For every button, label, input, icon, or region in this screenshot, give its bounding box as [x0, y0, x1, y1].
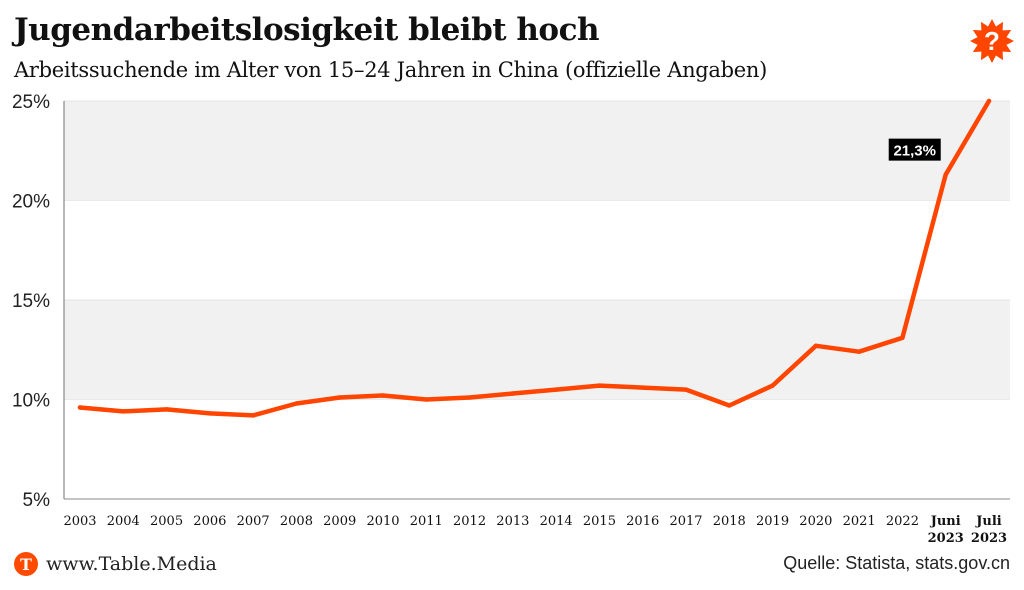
grid-band: [64, 101, 1010, 201]
data-point: [986, 98, 992, 104]
x-tick-label: 2009: [323, 514, 356, 529]
source-note: Quelle: Statista, stats.gov.cn: [783, 553, 1010, 573]
brand: T www.Table.Media: [14, 552, 217, 576]
x-tick-label: 2011: [410, 514, 443, 529]
x-tick-label: 2007: [237, 514, 270, 529]
x-tick-label: 2019: [756, 514, 789, 529]
x-tick-label: 2003: [63, 514, 96, 529]
data-point: [250, 413, 256, 418]
data-point: [683, 387, 689, 392]
data-point: [207, 411, 213, 416]
x-tick-label: 2017: [669, 514, 702, 529]
starburst-shape: [970, 19, 1014, 63]
x-tick-label: 2015: [583, 514, 616, 529]
x-tick-label: 2008: [280, 514, 313, 529]
series-group: [77, 98, 992, 418]
y-tick-label: 5%: [23, 490, 51, 511]
data-point: [770, 383, 775, 388]
x-tick-label-year: 2023: [971, 531, 1007, 546]
x-tick-label: 2021: [843, 514, 876, 529]
data-point: [856, 349, 862, 354]
chart-subtitle: Arbeitssuchende im Alter von 15–24 Jahre…: [14, 58, 768, 82]
brand-url[interactable]: www.Table.Media: [46, 553, 217, 575]
data-point: [77, 405, 83, 410]
x-tick-label: 2005: [150, 514, 183, 529]
data-point: [813, 343, 819, 348]
y-tick-label: 20%: [12, 192, 50, 213]
x-tick-label: 2013: [496, 514, 529, 529]
table-media-logo-icon: T: [14, 552, 38, 576]
data-point: [597, 383, 602, 388]
value-label-text: 21,3%: [893, 143, 936, 160]
data-point: [900, 335, 905, 341]
data-point: [164, 407, 169, 412]
chart-title: Jugendarbeitslosigkeit bleibt hoch: [14, 12, 600, 48]
x-tick-label: 2010: [366, 514, 399, 529]
x-tick-label: 2018: [713, 514, 746, 529]
x-tick-label: 2004: [107, 514, 140, 529]
y-axis-ticks: 5% 10% 15% 20% 25%: [12, 92, 50, 511]
grid-bands: [64, 100, 1010, 400]
data-point: [727, 403, 732, 408]
y-tick-label: 10%: [12, 391, 50, 412]
data-point: [380, 393, 386, 398]
x-tick-label-year: 2023: [928, 531, 964, 546]
x-tick-label: 2012: [453, 514, 486, 529]
data-point: [553, 387, 559, 392]
data-point: [943, 172, 948, 177]
y-tick-label: 15%: [12, 291, 50, 312]
x-tick-label: 2014: [540, 514, 573, 529]
data-point: [337, 395, 342, 400]
x-tick-label: 2020: [799, 514, 832, 529]
y-tick-label: 25%: [12, 92, 50, 113]
question-mark: ?: [984, 26, 1000, 56]
x-tick-label: Juni: [930, 514, 961, 529]
question-burst-icon: ?: [970, 19, 1014, 63]
x-tick-label: 2006: [193, 514, 226, 529]
annotations: 21,3%?: [888, 19, 1014, 161]
x-tick-label: 2022: [886, 514, 919, 529]
x-tick-label: 2016: [626, 514, 659, 529]
data-point: [640, 385, 645, 390]
x-tick-label: Juli: [975, 514, 1002, 529]
data-point: [121, 409, 126, 414]
value-label-bg: [888, 138, 941, 161]
series-line: [77, 98, 992, 418]
data-point: [467, 395, 472, 400]
data-point: [294, 401, 299, 406]
data-point: [510, 391, 516, 396]
value-label: 21,3%: [888, 138, 941, 161]
x-axis-ticks: 2003 2004 2005 2006 2007 2008 2009 2010 2011 2012…: [63, 514, 1007, 546]
data-point: [424, 397, 429, 402]
